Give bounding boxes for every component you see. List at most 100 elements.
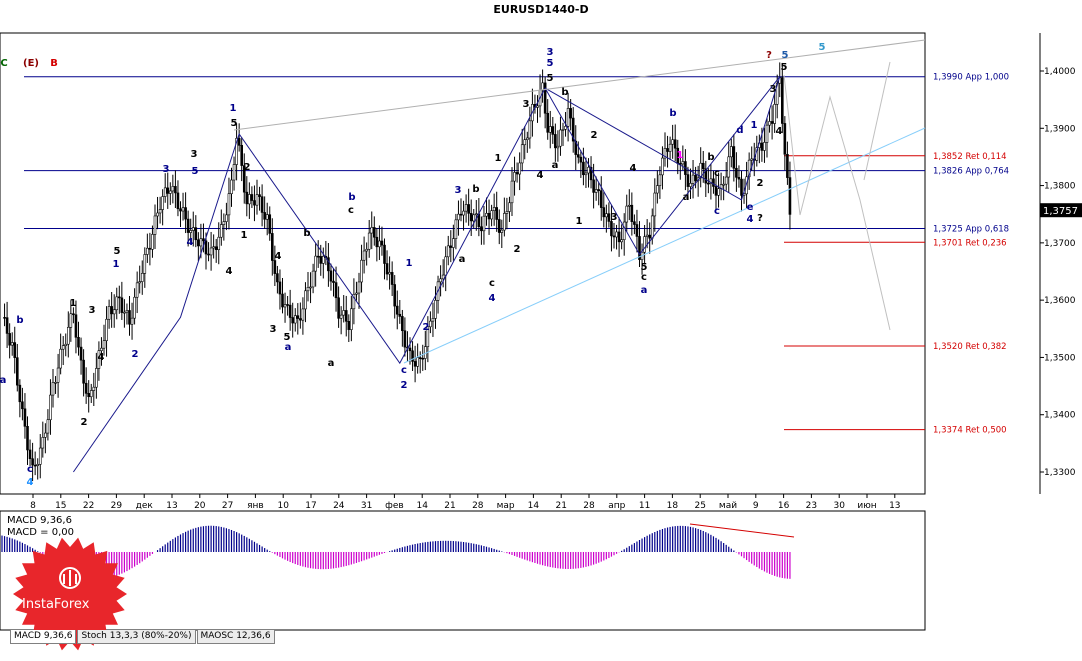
candle[interactable] (89, 383, 93, 404)
candle[interactable] (490, 204, 493, 227)
candle[interactable] (138, 265, 141, 294)
candle[interactable] (207, 242, 210, 262)
candle[interactable] (135, 271, 139, 314)
candle[interactable] (36, 458, 40, 480)
candle[interactable] (197, 232, 200, 262)
candle[interactable] (123, 299, 126, 328)
candle[interactable] (699, 147, 703, 188)
candle[interactable] (158, 196, 162, 224)
candle[interactable] (118, 285, 121, 314)
candle[interactable] (44, 423, 47, 454)
candle[interactable] (528, 106, 532, 149)
candle[interactable] (357, 272, 361, 309)
candle[interactable] (186, 210, 190, 247)
candle[interactable] (273, 245, 277, 286)
candle[interactable] (513, 156, 516, 196)
candle[interactable] (464, 194, 468, 223)
candle[interactable] (327, 243, 330, 287)
candle[interactable] (174, 170, 177, 209)
candle[interactable] (786, 141, 789, 185)
candle[interactable] (110, 291, 113, 328)
candle[interactable] (709, 163, 713, 200)
candle[interactable] (242, 153, 246, 204)
candle[interactable] (378, 225, 381, 260)
candle[interactable] (28, 439, 32, 467)
candle[interactable] (120, 281, 124, 320)
candle[interactable] (788, 161, 792, 230)
candle[interactable] (365, 242, 368, 266)
candle[interactable] (740, 170, 743, 212)
candle[interactable] (316, 240, 320, 268)
candle[interactable] (556, 130, 560, 162)
candle[interactable] (497, 209, 501, 245)
candle[interactable] (393, 275, 397, 319)
candle[interactable] (518, 152, 521, 191)
candle[interactable] (413, 345, 417, 383)
candle[interactable] (92, 372, 96, 407)
candle[interactable] (423, 330, 427, 371)
candle[interactable] (541, 69, 544, 103)
candle[interactable] (579, 150, 583, 178)
candle[interactable] (342, 295, 346, 323)
candle[interactable] (780, 62, 784, 134)
candle[interactable] (240, 137, 243, 182)
candle[interactable] (100, 337, 103, 366)
candle[interactable] (74, 300, 78, 354)
candle[interactable] (597, 182, 601, 206)
candle[interactable] (258, 186, 261, 211)
candle[interactable] (380, 226, 384, 256)
candle[interactable] (645, 219, 649, 249)
candle[interactable] (355, 281, 358, 301)
candle[interactable] (571, 107, 575, 153)
candle[interactable] (763, 127, 766, 163)
candle[interactable] (395, 290, 399, 330)
tab-macd[interactable]: MACD 9,36,6 (10, 630, 77, 644)
candle[interactable] (220, 209, 223, 246)
candle[interactable] (653, 178, 657, 232)
candle[interactable] (625, 194, 629, 232)
candle[interactable] (452, 224, 455, 261)
candle[interactable] (503, 197, 506, 237)
candle[interactable] (480, 216, 483, 245)
candle[interactable] (293, 308, 297, 332)
candle[interactable] (31, 442, 34, 482)
candle[interactable] (46, 409, 50, 441)
candle[interactable] (372, 216, 376, 246)
candle[interactable] (574, 125, 578, 171)
candle[interactable] (620, 224, 623, 250)
candle[interactable] (658, 166, 662, 199)
candle[interactable] (288, 289, 292, 331)
candle[interactable] (115, 287, 119, 320)
candle[interactable] (500, 219, 504, 249)
candle[interactable] (520, 128, 524, 172)
candle[interactable] (72, 307, 75, 324)
candle[interactable] (559, 116, 562, 156)
candle[interactable] (253, 185, 256, 222)
candle[interactable] (467, 188, 470, 226)
candle[interactable] (209, 231, 213, 271)
candle[interactable] (130, 302, 134, 340)
candle[interactable] (735, 152, 738, 192)
candle[interactable] (482, 205, 486, 245)
candle[interactable] (444, 246, 448, 292)
candle[interactable] (105, 306, 108, 357)
candle[interactable] (666, 135, 669, 168)
candle[interactable] (712, 170, 715, 194)
candle[interactable] (398, 299, 402, 324)
candle[interactable] (286, 296, 289, 316)
candle[interactable] (561, 122, 565, 146)
candle[interactable] (59, 333, 62, 375)
candle[interactable] (737, 165, 741, 188)
candle[interactable] (638, 221, 641, 267)
candle[interactable] (622, 213, 626, 256)
candle[interactable] (627, 189, 631, 221)
candle[interactable] (633, 214, 636, 235)
candle[interactable] (602, 192, 606, 228)
candle[interactable] (584, 157, 588, 189)
candle[interactable] (270, 218, 274, 276)
candle[interactable] (454, 213, 458, 250)
candle[interactable] (594, 176, 598, 201)
candle[interactable] (181, 192, 185, 221)
candle[interactable] (607, 202, 611, 228)
candle[interactable] (375, 227, 379, 262)
